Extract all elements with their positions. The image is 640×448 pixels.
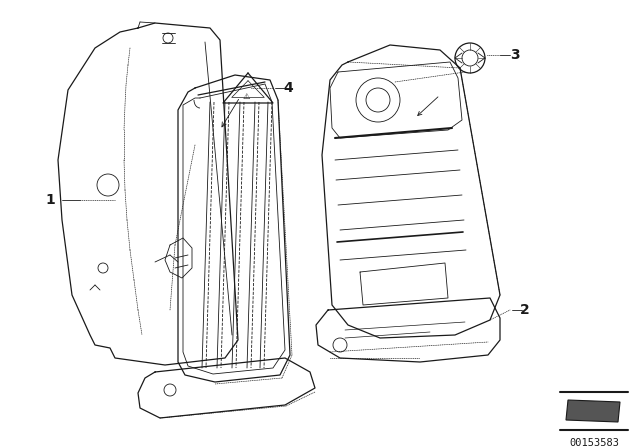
Polygon shape (566, 400, 620, 422)
Text: ⚠: ⚠ (243, 91, 250, 100)
Text: 3: 3 (510, 48, 520, 62)
Text: 00153583: 00153583 (569, 438, 619, 448)
Text: 2: 2 (520, 303, 530, 317)
Text: 4: 4 (283, 81, 292, 95)
Text: 1: 1 (45, 193, 55, 207)
